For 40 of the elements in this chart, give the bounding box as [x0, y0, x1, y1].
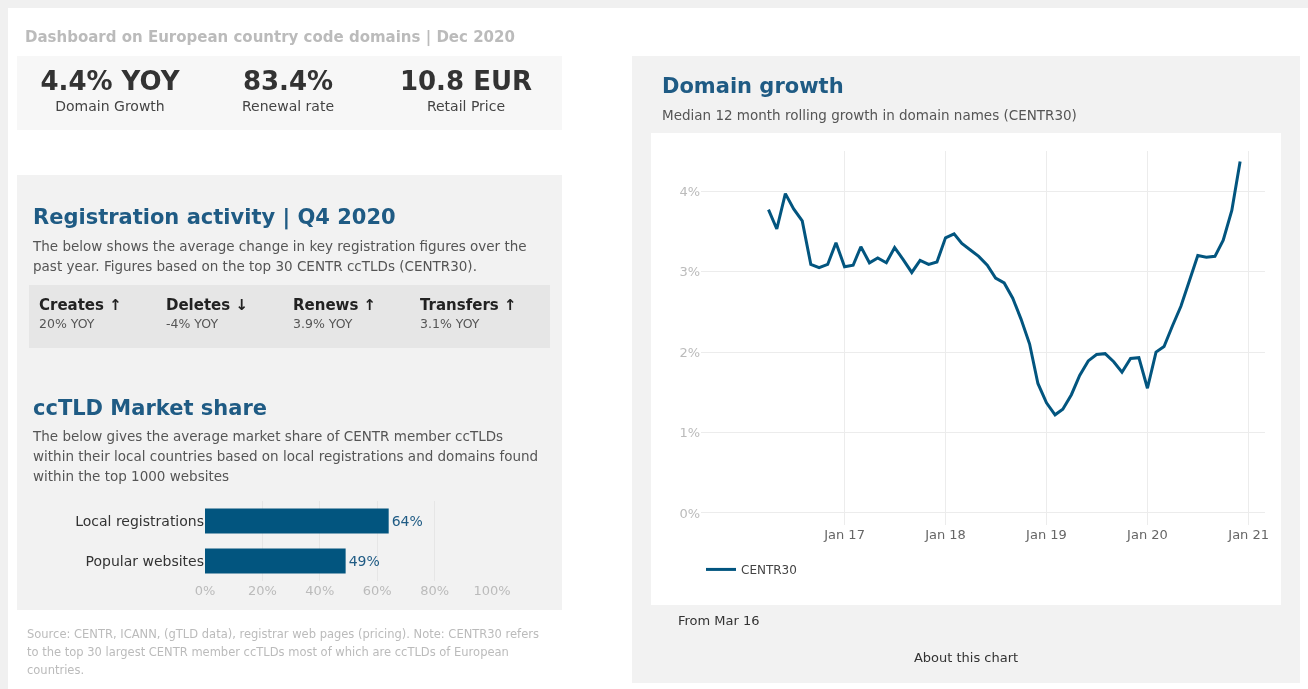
data-label: 49%	[348, 553, 380, 569]
legend-label: CENTR30	[741, 563, 797, 578]
text: Creates ↑	[39, 296, 123, 314]
text: 4.4% YOY	[39, 66, 181, 96]
text: Renewal rate	[241, 98, 335, 114]
text: 10.8 EUR	[398, 66, 534, 96]
text: 83.4%	[241, 66, 335, 96]
source-note: Source: CENTR, ICANN, (gTLD data), registrar web pages (pricing). Note: CENTR30 refers to the top 30 largest CENTR member ccTLDs most of which are ccTLDs of European countries.	[27, 626, 540, 679]
chart-subtitle: Median 12 month rolling growth in domain names (CENTR30)	[662, 106, 1078, 125]
text: 3.9% YOY	[293, 316, 354, 331]
y-tick-label: 2%	[679, 344, 700, 360]
y-tick-label: Popular websites	[85, 552, 204, 569]
chart-subtitle: The below gives the average market share of CENTR member ccTLDs within their local countries based on local registrations and domains found within the top 1000 websites	[33, 427, 540, 486]
text: Registration activity | Q4 2020	[33, 205, 396, 229]
y-tick-label: Local registrations	[75, 512, 204, 529]
y-tick-label: 4%	[679, 183, 700, 199]
text: Domain Growth	[54, 98, 166, 114]
chart-title: Domain growth	[662, 74, 844, 98]
chart-title: ccTLD Market share	[33, 396, 267, 420]
x-tick-label: Jan 17	[823, 527, 865, 542]
y-tick-label: 0%	[679, 505, 700, 521]
text: The below shows the average change in key registration figures over the past year. Figures based on the top 30 CENTR ccTLDs (CENTR30).	[33, 237, 528, 276]
data-label: 64%	[391, 513, 423, 529]
text: Dashboard on European country code domains | Dec 2020	[25, 28, 515, 46]
x-tick-label: Jan 20	[1126, 527, 1168, 542]
line-series	[766, 159, 1242, 417]
text: 20% YOY	[39, 316, 96, 331]
text: Retail Price	[425, 98, 507, 114]
text: 3.1% YOY	[420, 316, 481, 331]
text: About this chart	[912, 650, 1020, 665]
y-tick-label: 1%	[679, 425, 700, 441]
x-tick-label: Jan 21	[1227, 527, 1270, 542]
text: -4% YOY	[166, 316, 220, 331]
text: Transfers ↑	[420, 296, 518, 314]
x-tick-label: Jan 18	[924, 527, 966, 542]
text: Renews ↑	[293, 296, 378, 314]
text: Deletes ↓	[166, 296, 249, 314]
text: From Mar 16	[678, 613, 760, 628]
x-tick-label: Jan 19	[1025, 527, 1067, 542]
y-tick-label: 3%	[679, 264, 700, 280]
